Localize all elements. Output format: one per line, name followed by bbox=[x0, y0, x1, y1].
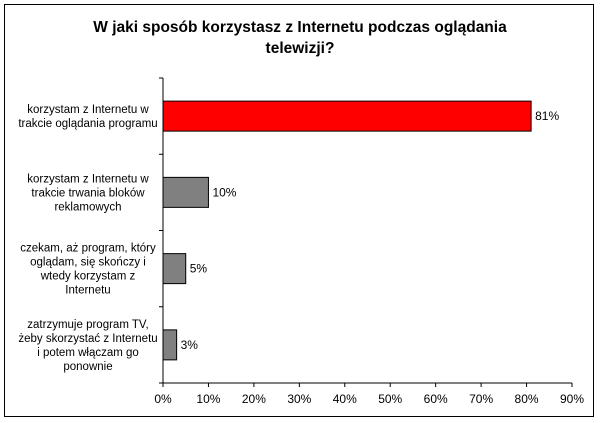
category-label: korzystam z Internetu w bbox=[27, 104, 149, 116]
data-label: 81% bbox=[535, 109, 559, 123]
category-label: trakcie oglądania programu bbox=[18, 118, 157, 130]
x-tick-label: 70% bbox=[469, 392, 493, 406]
x-tick-label: 10% bbox=[196, 392, 220, 406]
x-tick-label: 80% bbox=[515, 392, 539, 406]
category-label: wtedy korzystam z bbox=[40, 271, 136, 283]
category-label: ponownie bbox=[63, 361, 112, 373]
bar bbox=[162, 253, 187, 285]
chart-title-line-1: W jaki sposób korzystasz z Internetu pod… bbox=[93, 19, 507, 36]
chart-title: W jaki sposób korzystasz z Internetu pod… bbox=[0, 17, 600, 59]
bar bbox=[162, 329, 178, 361]
category-label: zatrzymuje program TV, bbox=[27, 319, 148, 331]
category-label: czekam, aż program, który bbox=[20, 243, 156, 255]
bar bbox=[162, 176, 209, 208]
x-tick-label: 40% bbox=[333, 392, 357, 406]
x-tick-label: 50% bbox=[378, 392, 402, 406]
chart-title-line-2: telewizji? bbox=[265, 40, 335, 57]
x-tick-label: 20% bbox=[242, 392, 266, 406]
data-label: 3% bbox=[181, 338, 199, 352]
x-tick-label: 60% bbox=[424, 392, 448, 406]
bar bbox=[162, 100, 532, 132]
data-label: 10% bbox=[212, 185, 236, 199]
chart-frame bbox=[4, 4, 594, 417]
category-label: reklamowych bbox=[54, 201, 121, 213]
category-label: oglądam, się skończy i bbox=[30, 257, 146, 269]
category-label: żeby skorzystać z Internetu bbox=[18, 333, 157, 345]
x-tick-label: 0% bbox=[154, 392, 172, 406]
category-label: Internetu bbox=[65, 285, 110, 297]
x-tick-label: 90% bbox=[560, 392, 584, 406]
category-label: trakcie trwania bloków bbox=[31, 187, 145, 199]
category-label: i potem włączam go bbox=[37, 347, 139, 359]
data-label: 5% bbox=[190, 262, 208, 276]
category-label: korzystam z Internetu w bbox=[27, 173, 149, 185]
x-tick-label: 30% bbox=[287, 392, 311, 406]
